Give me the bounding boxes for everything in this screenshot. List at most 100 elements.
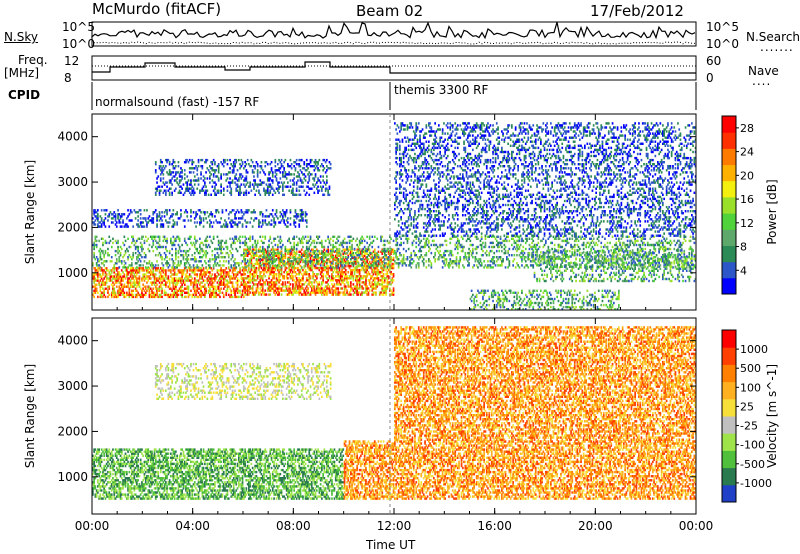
power-cell — [362, 256, 365, 260]
power-cell — [448, 264, 450, 267]
power-cell — [309, 262, 312, 265]
power-cell — [534, 247, 537, 251]
power-cell — [143, 289, 146, 292]
power-cell — [254, 254, 256, 257]
power-cell — [220, 241, 222, 245]
power-cell — [410, 256, 413, 259]
power-cell — [363, 291, 366, 294]
power-cell — [336, 241, 338, 245]
power-cell — [263, 273, 265, 276]
power-cell — [373, 254, 376, 257]
power-cell — [352, 277, 355, 280]
power-cell — [387, 247, 390, 251]
power-cell — [299, 256, 302, 260]
power-cell — [149, 295, 152, 299]
power-cell — [390, 266, 392, 270]
power-cell — [344, 275, 347, 278]
power-cell — [516, 249, 518, 253]
power-cell — [238, 295, 240, 299]
power-cell — [298, 268, 301, 272]
power-cell — [415, 264, 418, 267]
power-cell — [339, 256, 342, 260]
power-cell — [192, 266, 195, 269]
power-cell — [258, 262, 260, 266]
power-cell — [118, 277, 121, 280]
power-cell — [351, 275, 353, 278]
power-cell — [293, 235, 295, 238]
power-cell — [383, 291, 386, 294]
power-cell — [321, 249, 323, 253]
power-cell — [154, 279, 157, 282]
power-cell — [451, 262, 454, 265]
power-cell — [470, 243, 473, 247]
power-cell — [352, 275, 355, 278]
power-cell — [331, 256, 333, 259]
power-cell — [484, 237, 487, 240]
power-cell — [400, 241, 402, 245]
power-cell — [278, 268, 280, 272]
power-cell — [270, 281, 273, 284]
power-cell — [177, 237, 180, 240]
power-cell — [146, 262, 148, 265]
power-cell — [283, 262, 285, 266]
power-cell — [102, 281, 104, 284]
power-cell — [261, 262, 264, 266]
power-cell — [95, 235, 98, 238]
power-cell — [391, 266, 394, 270]
power-cell — [131, 291, 133, 294]
power-cell — [312, 258, 314, 262]
power-cell — [103, 221, 105, 224]
power-cell — [357, 279, 360, 282]
power-cell — [250, 250, 253, 253]
power-cell — [199, 256, 201, 259]
power-cell — [303, 252, 306, 255]
power-cell — [585, 245, 587, 249]
power-cell — [156, 225, 158, 228]
power-cell — [344, 268, 347, 272]
power-cell — [274, 289, 277, 292]
power-cell — [216, 293, 219, 297]
power-cell — [279, 262, 282, 266]
power-cell — [287, 273, 289, 276]
power-cell — [313, 266, 316, 270]
power-cell — [134, 283, 137, 286]
power-cell — [190, 275, 192, 278]
power-cell — [377, 281, 380, 284]
power-cell — [157, 287, 160, 290]
power-cell — [181, 273, 183, 276]
power-cell — [255, 291, 258, 294]
power-cell — [652, 260, 654, 263]
power-cell — [144, 217, 147, 220]
power-cell — [95, 245, 98, 249]
power-cell — [351, 256, 353, 259]
power-cell — [367, 258, 370, 261]
power-cell — [392, 239, 395, 243]
power-cell — [366, 258, 368, 262]
power-cell — [383, 281, 386, 284]
power-cell — [561, 245, 564, 249]
power-cell — [255, 254, 258, 257]
power-cell — [300, 279, 303, 282]
power-cell — [668, 260, 670, 263]
power-cell — [361, 291, 363, 294]
power-cell — [224, 275, 226, 278]
power-cell — [98, 225, 100, 228]
power-cell — [332, 247, 334, 251]
power-cell — [212, 289, 215, 292]
power-cell — [162, 239, 165, 243]
power-cell — [355, 277, 357, 280]
power-cell — [415, 254, 418, 257]
power-cell — [259, 264, 262, 268]
power-cell — [658, 249, 660, 253]
power-cell — [142, 287, 144, 290]
power-cell — [317, 260, 319, 263]
power-cell — [138, 293, 141, 297]
power-cell — [456, 243, 459, 247]
power-cell — [98, 264, 100, 267]
power-cell — [600, 245, 603, 249]
power-cell — [297, 291, 299, 294]
power-cell — [204, 291, 206, 294]
power-cell — [621, 247, 624, 251]
power-cell — [401, 260, 404, 263]
power-cell — [216, 269, 219, 272]
